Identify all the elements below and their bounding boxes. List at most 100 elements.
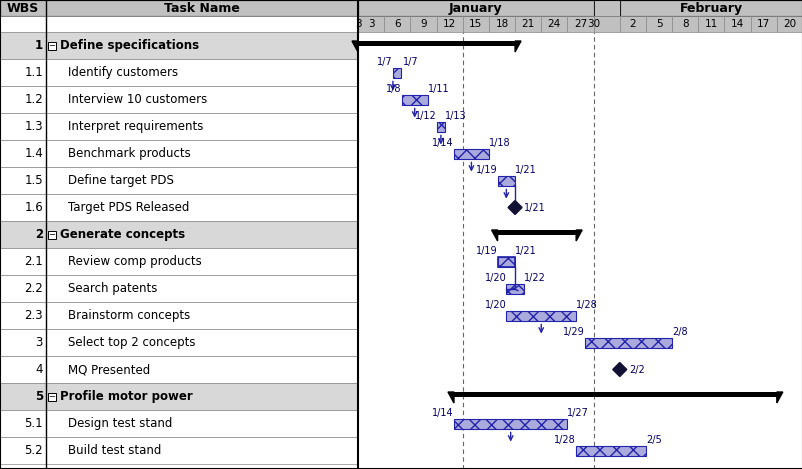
Bar	[541, 16, 567, 32]
Text: 2.1: 2.1	[24, 255, 43, 268]
Text: Define target PDS: Define target PDS	[68, 174, 174, 187]
Text: 17: 17	[756, 19, 769, 29]
Bar	[584, 338, 671, 348]
Text: Identify customers: Identify customers	[68, 66, 178, 79]
Bar	[671, 16, 698, 32]
Text: 5.2: 5.2	[24, 444, 43, 457]
Bar	[48, 230, 56, 239]
Text: 20: 20	[783, 19, 796, 29]
Bar	[514, 16, 541, 32]
Text: 5.1: 5.1	[24, 417, 43, 430]
Polygon shape	[776, 392, 782, 403]
Bar	[0, 59, 358, 86]
Text: 1.3: 1.3	[24, 120, 43, 133]
Text: Brainstorm concepts: Brainstorm concepts	[68, 309, 190, 322]
Bar	[358, 41, 514, 46]
Text: 6: 6	[394, 19, 400, 29]
Text: 5: 5	[655, 19, 662, 29]
Bar	[358, 0, 593, 16]
Bar	[0, 410, 358, 437]
Bar	[358, 16, 383, 32]
Bar	[567, 16, 593, 32]
Bar	[497, 175, 514, 186]
Text: 1/29: 1/29	[562, 326, 584, 336]
Bar	[497, 230, 575, 235]
Text: Select top 2 concepts: Select top 2 concepts	[68, 336, 195, 349]
Bar	[0, 113, 358, 140]
Bar	[776, 16, 802, 32]
Text: Interview 10 customers: Interview 10 customers	[68, 93, 207, 106]
Text: 1.2: 1.2	[24, 93, 43, 106]
Text: 1/20: 1/20	[484, 300, 506, 310]
Bar	[453, 149, 488, 159]
Text: −: −	[48, 41, 55, 50]
Text: 1/19: 1/19	[476, 245, 497, 256]
Text: 21: 21	[520, 19, 534, 29]
Bar	[453, 392, 776, 397]
Polygon shape	[491, 230, 497, 241]
Text: Profile motor power: Profile motor power	[60, 390, 192, 403]
Text: 3: 3	[354, 19, 361, 29]
Text: 12: 12	[443, 19, 456, 29]
Bar	[575, 446, 645, 455]
Text: 5: 5	[34, 390, 43, 403]
Bar	[0, 140, 358, 167]
Bar	[750, 16, 776, 32]
Bar	[506, 310, 575, 320]
Text: 1: 1	[34, 39, 43, 52]
Polygon shape	[612, 363, 626, 377]
Text: 2/5: 2/5	[645, 434, 661, 445]
Bar	[488, 16, 514, 32]
Bar	[436, 121, 444, 131]
Text: 27: 27	[573, 19, 586, 29]
Bar	[723, 16, 750, 32]
Text: 1/21: 1/21	[524, 203, 545, 212]
Text: 1/21: 1/21	[514, 245, 537, 256]
Text: 2/2: 2/2	[628, 364, 644, 375]
Text: January: January	[448, 1, 502, 15]
Bar	[593, 16, 619, 32]
Polygon shape	[575, 230, 581, 241]
Text: 8: 8	[681, 19, 687, 29]
Text: Search patents: Search patents	[68, 282, 157, 295]
Text: 1/7: 1/7	[377, 56, 392, 67]
Text: 2.3: 2.3	[24, 309, 43, 322]
Bar	[48, 41, 56, 50]
Bar	[0, 167, 358, 194]
Text: 3: 3	[367, 19, 374, 29]
Bar	[506, 283, 523, 294]
Text: Interpret requirements: Interpret requirements	[68, 120, 203, 133]
Text: MQ Presented: MQ Presented	[68, 363, 150, 376]
Text: −: −	[48, 392, 55, 401]
Polygon shape	[448, 392, 453, 403]
Bar	[436, 16, 462, 32]
Text: 1/12: 1/12	[415, 111, 436, 121]
Text: Generate concepts: Generate concepts	[60, 228, 185, 241]
Text: Build test stand: Build test stand	[68, 444, 161, 457]
Text: 1/19: 1/19	[476, 165, 497, 174]
Polygon shape	[508, 201, 521, 214]
Text: 2/8: 2/8	[671, 326, 687, 336]
Bar	[48, 393, 56, 401]
Text: 3: 3	[35, 336, 43, 349]
Text: Review comp products: Review comp products	[68, 255, 201, 268]
Bar	[497, 257, 514, 266]
Text: 2: 2	[629, 19, 635, 29]
Bar	[453, 418, 567, 429]
Text: −: −	[48, 230, 55, 239]
Text: Define specifications: Define specifications	[60, 39, 199, 52]
Text: 1/22: 1/22	[523, 272, 545, 282]
Bar	[0, 248, 358, 275]
Text: Design test stand: Design test stand	[68, 417, 172, 430]
Bar	[645, 16, 671, 32]
Bar	[0, 275, 358, 302]
Text: 9: 9	[419, 19, 426, 29]
Bar	[401, 94, 427, 105]
Text: 2.2: 2.2	[24, 282, 43, 295]
Text: 1.4: 1.4	[24, 147, 43, 160]
Bar	[0, 194, 358, 221]
Text: 14: 14	[730, 19, 743, 29]
Bar	[619, 16, 645, 32]
Text: 1.5: 1.5	[24, 174, 43, 187]
Text: 1.1: 1.1	[24, 66, 43, 79]
